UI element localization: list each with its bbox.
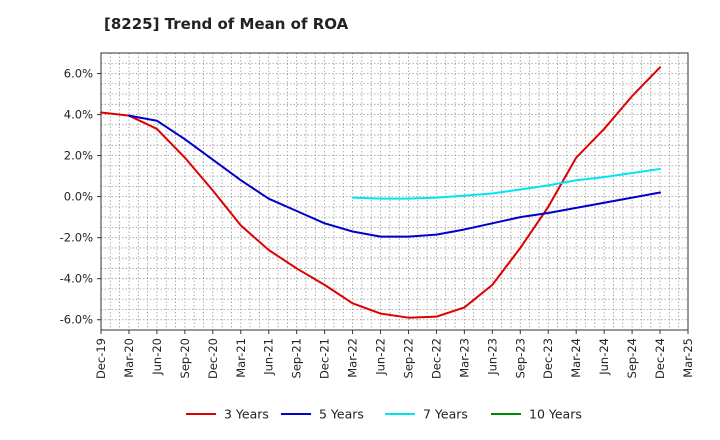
plot-area — [101, 53, 688, 330]
y-tick-label: -2.0% — [60, 231, 93, 245]
x-tick-label: Jun-24 — [597, 338, 611, 376]
y-tick-label: -6.0% — [60, 313, 93, 327]
x-tick-label: Dec-24 — [653, 338, 667, 379]
x-tick-label: Sep-21 — [290, 338, 304, 378]
x-tick-label: Jun-20 — [150, 338, 164, 376]
series-line-5-years — [127, 114, 662, 238]
x-tick-label: Jun-21 — [262, 338, 276, 376]
x-tick-label: Sep-24 — [625, 338, 639, 378]
x-tick-label: Mar-24 — [569, 338, 583, 378]
x-tick-label: Mar-25 — [681, 338, 695, 378]
y-tick-label: 4.0% — [64, 108, 93, 122]
legend-label: 3 Years — [224, 407, 269, 422]
legend-item-7-years: 7 Years — [385, 407, 468, 422]
chart-title: [8225] Trend of Mean of ROA — [104, 15, 349, 33]
x-tick-label: Dec-19 — [94, 338, 108, 379]
x-tick-label: Dec-22 — [429, 338, 443, 379]
legend-label: 10 Years — [529, 407, 582, 422]
legend-label: 5 Years — [319, 407, 364, 422]
x-tick-label: Sep-22 — [401, 338, 415, 378]
y-tick-label: 6.0% — [64, 67, 93, 81]
legend-item-3-years: 3 Years — [186, 407, 269, 422]
legend-item-5-years: 5 Years — [281, 407, 364, 422]
x-tick-label: Mar-21 — [234, 338, 248, 378]
x-tick-label: Jun-22 — [374, 338, 388, 376]
x-tick-label: Dec-20 — [206, 338, 220, 379]
x-tick-label: Dec-23 — [541, 338, 555, 379]
x-tick-label: Dec-21 — [318, 338, 332, 379]
legend-item-10-years: 10 Years — [491, 407, 582, 422]
x-tick-label: Mar-20 — [122, 338, 136, 378]
x-tick-label: Sep-20 — [178, 338, 192, 378]
x-tick-label: Mar-22 — [346, 338, 360, 378]
plot-border — [100, 52, 689, 331]
legend-label: 7 Years — [423, 407, 468, 422]
x-tick-label: Sep-23 — [513, 338, 527, 378]
y-tick-label: -4.0% — [60, 272, 93, 286]
y-tick-label: 0.0% — [64, 190, 93, 204]
x-tick-label: Jun-23 — [485, 338, 499, 376]
series-line-3-years — [100, 66, 662, 319]
series-line-7-years — [351, 167, 662, 200]
x-tick-label: Mar-23 — [457, 338, 471, 378]
y-tick-label: 2.0% — [64, 149, 93, 163]
